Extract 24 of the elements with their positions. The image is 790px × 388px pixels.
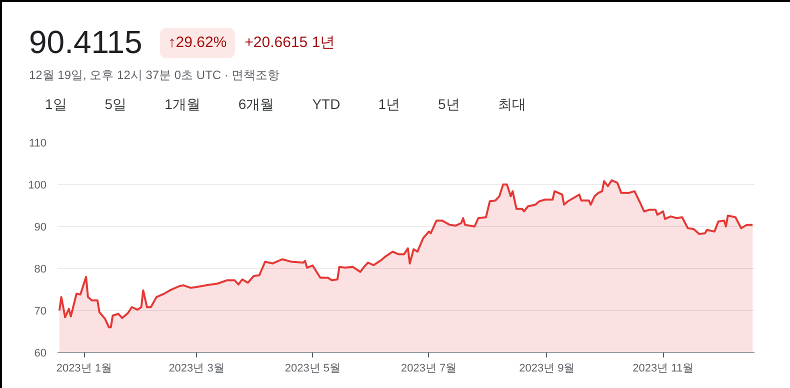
text: 1일 bbox=[45, 95, 67, 114]
text: 1년 bbox=[378, 95, 400, 114]
text: 최대 bbox=[498, 95, 526, 114]
x-tick-label: 2023년 1월 bbox=[56, 362, 112, 374]
x-tick-label: 2023년 7월 bbox=[401, 362, 457, 374]
text: ↑29.62% bbox=[160, 28, 235, 58]
text: YTD bbox=[312, 95, 340, 114]
x-tick-label: 2023년 11월 bbox=[632, 362, 694, 374]
text: 5년 bbox=[438, 95, 460, 114]
y-tick-label: 110 bbox=[28, 138, 47, 150]
x-tick-label: 2023년 5월 bbox=[284, 362, 341, 374]
y-tick-label: 70 bbox=[34, 306, 47, 318]
x-tick-label: 2023년 3월 bbox=[168, 362, 224, 374]
text: 6개월 bbox=[238, 95, 274, 114]
text: 1개월 bbox=[164, 95, 200, 114]
x-tick-label: 2023년 9월 bbox=[519, 362, 575, 374]
y-tick-label: 80 bbox=[34, 264, 47, 276]
text: 5일 bbox=[104, 95, 127, 114]
text: +20.6615 1년 bbox=[244, 33, 336, 54]
chart-subtitle: 12월 19일, 오후 12시 37분 0초 UTC · 면책조항 bbox=[29, 67, 281, 84]
y-tick-label: 100 bbox=[28, 180, 47, 192]
y-tick-label: 90 bbox=[34, 222, 47, 234]
y-tick-label: 60 bbox=[34, 348, 47, 360]
chart-title: 90.4115 bbox=[29, 23, 142, 62]
